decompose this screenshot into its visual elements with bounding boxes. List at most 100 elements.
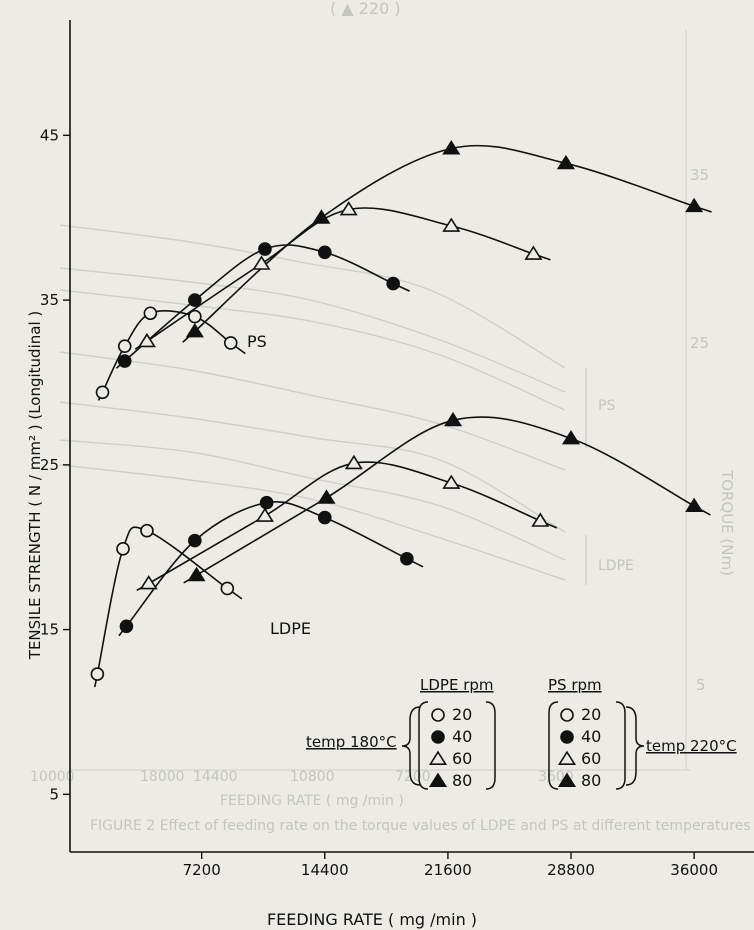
y-tick-label: 5: [49, 785, 59, 803]
legend-ps-marker: [560, 708, 574, 722]
ldpe-80-marker: [317, 489, 336, 504]
series-markers: [90, 140, 704, 681]
bleed-through-xlabel: FEEDING RATE ( mg /min ): [220, 793, 404, 809]
ps-80-curve: [182, 144, 712, 343]
x-tick-label: 7200: [183, 861, 221, 879]
ps-20-marker: [223, 336, 238, 350]
x-tick-label: 28800: [547, 861, 595, 879]
bleed-through-right-tick: 35: [690, 166, 709, 184]
ldpe-40-marker: [400, 551, 414, 566]
ps-80-marker: [556, 154, 575, 170]
ps-40-marker: [317, 245, 332, 260]
y-axis-title: TENSILE STRENGTH ( N / mm² ) (Longitudin…: [26, 311, 44, 660]
bleed-through-tick: 14400: [193, 769, 238, 785]
bleed-through-curve: [59, 439, 566, 561]
legend-ldpe-brace: [401, 706, 421, 786]
ps-80-marker: [442, 140, 461, 155]
ps-40-marker: [188, 293, 202, 307]
ps-60-marker: [442, 217, 461, 232]
bleed-through-side-label: PS: [598, 398, 615, 414]
legend-ldpe-marker: [428, 772, 448, 788]
ps-20-marker: [95, 385, 110, 400]
bleed-through-curve: [59, 401, 566, 533]
ps-40-marker: [117, 354, 132, 368]
ldpe-80-marker: [187, 566, 206, 582]
bleed-through-tick: 10800: [290, 769, 335, 785]
ps-60-marker: [137, 332, 156, 348]
ldpe-40-marker: [188, 533, 202, 548]
legend-ps-temperature: temp 220°C: [646, 737, 737, 755]
y-tick-label: 25: [40, 456, 59, 474]
ldpe-60-marker: [344, 454, 363, 470]
bleed-through-ylabel: TORQUE (Nm): [718, 469, 736, 576]
ldpe-60-marker: [531, 512, 550, 527]
bleed-through-tick: 10000: [30, 769, 75, 785]
ldpe-60-marker: [442, 474, 461, 489]
bleed-through-right-tick: 5: [696, 676, 706, 694]
ldpe-60-marker: [139, 575, 158, 590]
bleed-through-top-fragment: ( ▲ 220 ): [330, 0, 401, 18]
legend-ldpe-temperature: temp 180°C: [306, 733, 397, 751]
bleed-through-tick: 7200: [395, 769, 431, 785]
legend-ldpe-rpm-label: 20: [452, 705, 472, 724]
y-tick-label: 35: [40, 291, 59, 309]
x-tick-label: 21600: [424, 861, 472, 879]
legend-ldpe-right-bracket: [485, 701, 496, 790]
bleed-through-right-tick: 25: [690, 334, 709, 352]
bleed-through-curve: [59, 224, 566, 369]
y-tick-label: 15: [40, 621, 59, 639]
ldpe-40-marker: [119, 619, 134, 634]
legend-ps-rpm-label: 80: [581, 771, 601, 790]
legend-ldpe-marker: [431, 708, 445, 722]
legend-ldpe-left-bracket: [418, 701, 429, 790]
ldpe-20-marker: [90, 667, 105, 681]
legend-ps-marker: [557, 750, 577, 766]
ps-60-marker: [252, 255, 271, 270]
bleed-through-caption: FIGURE 2 Effect of feeding rate on the t…: [90, 818, 751, 834]
ldpe-80-marker: [561, 430, 581, 445]
x-tick-label: 14400: [301, 861, 349, 879]
legend-ldpe-rpm-label: 40: [452, 727, 472, 746]
ldpe-80-marker: [685, 497, 704, 513]
legend-ldpe-rpm-label: 80: [452, 771, 472, 790]
ps-curves-label: PS: [247, 332, 267, 351]
ldpe-20-marker: [116, 542, 130, 556]
ldpe-40-marker: [259, 495, 274, 510]
ps-60-marker: [339, 201, 358, 216]
axis-ticks: 7200 14400 21600 28800 36000 5 15 25 35 45: [40, 126, 718, 879]
ps-80-marker: [185, 322, 204, 338]
legend-entries: 20 20 40 40 60 60 80 80: [428, 705, 601, 790]
ps-40-marker: [258, 242, 272, 256]
legend-ldpe-marker: [431, 730, 445, 744]
ldpe-80-marker: [444, 411, 463, 427]
ps-20-marker: [143, 306, 158, 321]
series-lines: [94, 144, 712, 688]
ldpe-curves-label: LDPE: [270, 619, 311, 638]
legend-ps-title: PS rpm: [548, 676, 602, 694]
bleed-through-curve: [59, 289, 566, 411]
bleed-through-tick: 18000: [140, 769, 185, 785]
ldpe-40-marker: [317, 510, 332, 525]
legend-ps-left-bracket: [548, 701, 559, 790]
bleed-through-figure: ( ▲ 220 ) 10000 18000 14400 10800 7200 3…: [30, 0, 751, 834]
y-tick-label: 45: [40, 126, 59, 144]
legend-ps-marker: [557, 772, 577, 788]
bleed-through-curve: [59, 267, 566, 393]
bleed-through-curve: [59, 464, 566, 581]
legend-ps-right-bracket: [615, 701, 626, 790]
legend-ldpe-rpm-label: 60: [452, 749, 472, 768]
ps-60-marker: [524, 245, 543, 260]
ldpe-20-marker: [220, 581, 235, 596]
legend-ps-brace: [625, 706, 645, 786]
legend: LDPE rpm PS rpm 20 20 40 40 60 60 80 80 temp 18…: [306, 676, 737, 790]
ps-20-marker: [117, 339, 132, 354]
legend-ldpe-marker: [428, 750, 448, 766]
legend-ps-rpm-label: 40: [581, 727, 601, 746]
bleed-through-side-label: LDPE: [598, 558, 634, 574]
x-axis-title: FEEDING RATE ( mg /min ): [267, 910, 477, 929]
ldpe-60-marker: [255, 507, 274, 522]
legend-ps-rpm-label: 20: [581, 705, 601, 724]
bleed-through-curve: [59, 351, 566, 471]
bleed-through-curves: [59, 30, 690, 771]
